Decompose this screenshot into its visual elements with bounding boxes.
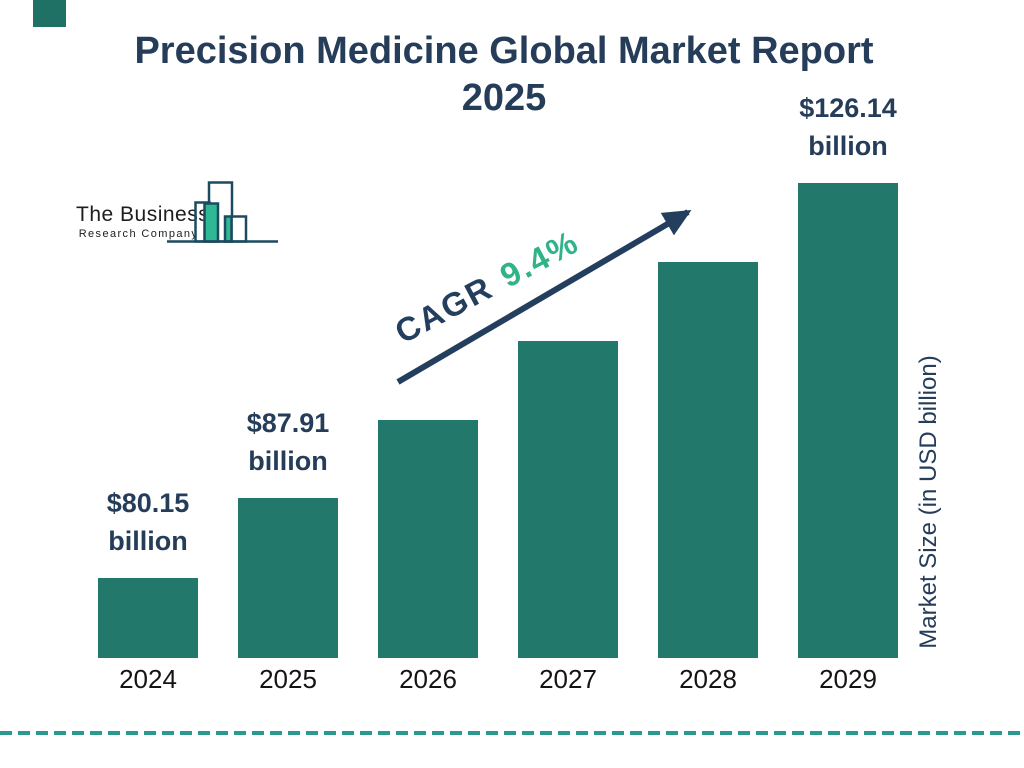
company-logo: The Business Research Company	[76, 180, 286, 246]
x-label-2027: 2027	[539, 664, 597, 694]
page-title: Precision Medicine Global Market Report …	[0, 28, 1008, 122]
x-label-2026: 2026	[399, 664, 457, 694]
x-label-2028: 2028	[679, 664, 737, 694]
company-name: The Business	[76, 203, 210, 226]
page-title-line2: 2025	[461, 77, 547, 119]
dashed-divider-line	[0, 731, 1024, 735]
bar-2025	[238, 498, 338, 658]
company-subname: Research Company	[78, 228, 199, 240]
page-title-line1: Precision Medicine Global Market Report	[134, 30, 874, 72]
bar-2028	[658, 262, 758, 658]
x-label-2025: 2025	[259, 664, 317, 694]
bar-2024	[98, 578, 198, 658]
value-label-2024: $80.15 billion	[106, 488, 190, 556]
x-label-2029: 2029	[819, 664, 877, 694]
corner-accent-rect	[33, 0, 66, 27]
bar-2029	[798, 183, 898, 658]
bar-chart-logo-icon	[165, 180, 280, 249]
company-logo-text: The Business Research Company	[76, 203, 210, 240]
x-label-2024: 2024	[119, 664, 177, 694]
value-label-2025: $87.91 billion	[246, 408, 330, 476]
value-label-2029: $126.14 billion	[799, 93, 897, 161]
bar-2026	[378, 420, 478, 658]
bar-2027	[518, 341, 618, 658]
y-axis-label: Market Size (in USD billion)	[915, 355, 942, 649]
growth-arrow-icon	[388, 198, 713, 398]
